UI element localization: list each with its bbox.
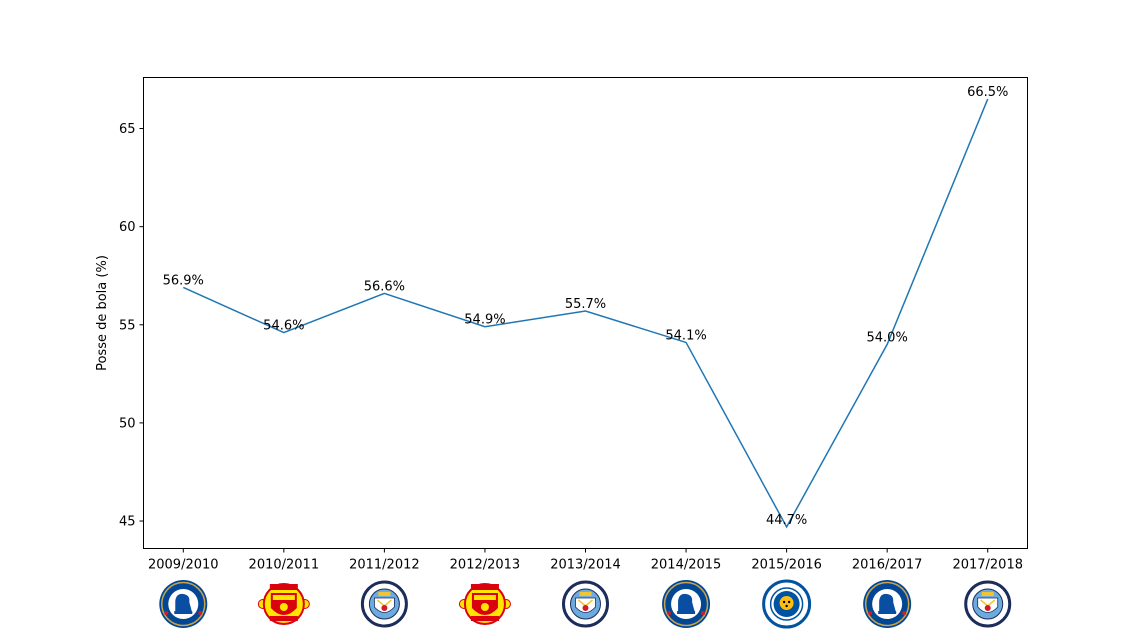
y-axis-label: Posse de bola (%) — [95, 255, 110, 371]
champion-logos — [159, 579, 1012, 629]
x-tick-label: 2010/2011 — [249, 558, 320, 573]
chelsea-crest-icon — [863, 580, 912, 628]
x-tick-label: 2012/2013 — [450, 558, 521, 573]
data-label: 66.5% — [967, 85, 1008, 100]
data-label: 56.9% — [163, 273, 204, 288]
x-tick-label: 2015/2016 — [751, 558, 822, 573]
x-tick-label: 2013/2014 — [550, 558, 621, 573]
data-label: 54.1% — [665, 328, 706, 343]
x-tick-label: 2011/2012 — [349, 558, 420, 573]
manchester-united-crest-icon — [257, 583, 310, 625]
y-tick-label: 60 — [119, 220, 136, 235]
manchester-city-crest-icon — [360, 580, 408, 628]
x-tick-label: 2014/2015 — [651, 558, 722, 573]
data-labels: 56.9% 54.6% 56.6% 54.9% 55.7% 54.1% 44.7% 54.0%… — [163, 85, 1009, 528]
y-tick-label: 45 — [119, 515, 136, 530]
x-axis: 2009/2010 2010/2011 2011/2012 2012/2013 2013… — [148, 548, 1023, 573]
x-tick-label: 2017/2018 — [952, 558, 1023, 573]
data-label: 54.6% — [263, 319, 304, 334]
x-tick-label: 2009/2010 — [148, 558, 219, 573]
y-axis: 45 50 55 60 65 — [119, 122, 144, 530]
data-label: 54.0% — [867, 330, 908, 345]
data-label: 55.7% — [565, 297, 606, 312]
data-label: 44.7% — [766, 513, 807, 528]
leicester-city-crest-icon — [762, 579, 812, 629]
data-label: 54.9% — [464, 313, 505, 328]
manchester-united-crest-icon — [458, 583, 511, 625]
y-tick-label: 55 — [119, 318, 136, 333]
plot-frame — [143, 77, 1028, 549]
x-tick-label: 2016/2017 — [852, 558, 923, 573]
manchester-city-crest-icon — [964, 580, 1012, 628]
data-label: 56.6% — [364, 279, 405, 294]
chelsea-crest-icon — [159, 580, 208, 628]
y-tick-label: 65 — [119, 122, 136, 137]
chelsea-crest-icon — [662, 580, 711, 628]
series-line — [182, 98, 989, 529]
manchester-city-crest-icon — [562, 580, 609, 628]
y-tick-label: 50 — [119, 416, 136, 431]
